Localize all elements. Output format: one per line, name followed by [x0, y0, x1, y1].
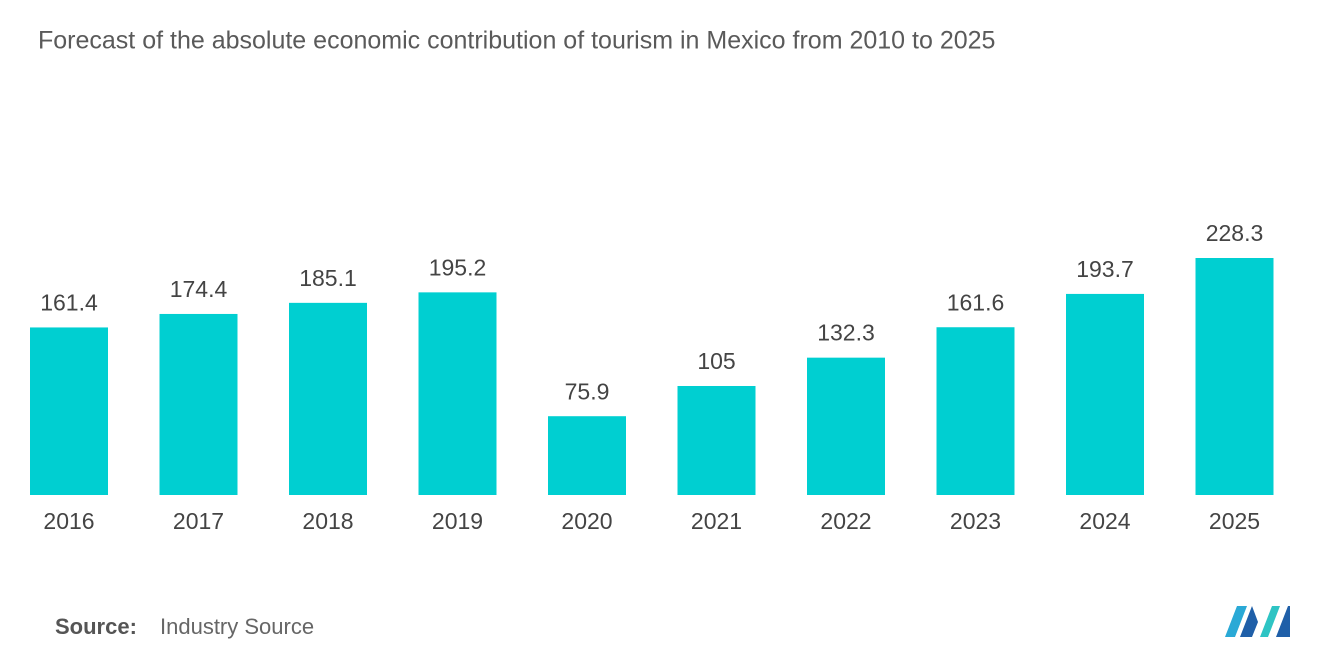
x-tick-label: 2019 — [432, 508, 483, 534]
x-tick-label: 2021 — [691, 508, 742, 534]
logo — [1225, 606, 1290, 637]
bar — [289, 302, 367, 495]
value-label: 195.2 — [429, 254, 487, 280]
chart-title: Forecast of the absolute economic contri… — [38, 27, 995, 55]
value-label: 228.3 — [1206, 220, 1264, 246]
value-label: 105 — [697, 348, 735, 374]
value-label: 185.1 — [299, 265, 357, 291]
bar — [807, 357, 885, 495]
x-tick-label: 2018 — [302, 508, 353, 534]
source-text: Industry Source — [160, 614, 314, 639]
bar — [1195, 258, 1274, 495]
x-tick-label: 2022 — [820, 508, 871, 534]
bar — [159, 313, 238, 495]
value-label: 193.7 — [1076, 256, 1134, 282]
bar — [418, 292, 497, 495]
x-tick-label: 2023 — [950, 508, 1001, 534]
value-label: 161.4 — [40, 290, 98, 316]
bar — [548, 416, 626, 495]
bar — [30, 327, 108, 495]
bar — [1066, 293, 1144, 495]
bar — [936, 327, 1015, 495]
bar — [677, 385, 756, 495]
value-label: 132.3 — [817, 320, 875, 346]
x-tick-label: 2025 — [1209, 508, 1260, 534]
x-tick-label: 2020 — [561, 508, 612, 534]
x-tick-label: 2016 — [43, 508, 94, 534]
value-label: 174.4 — [170, 276, 228, 302]
x-tick-label: 2017 — [173, 508, 224, 534]
value-label: 161.6 — [947, 289, 1005, 315]
value-label: 75.9 — [565, 378, 610, 404]
x-tick-label: 2024 — [1079, 508, 1130, 534]
source-label: Source: — [55, 614, 137, 639]
